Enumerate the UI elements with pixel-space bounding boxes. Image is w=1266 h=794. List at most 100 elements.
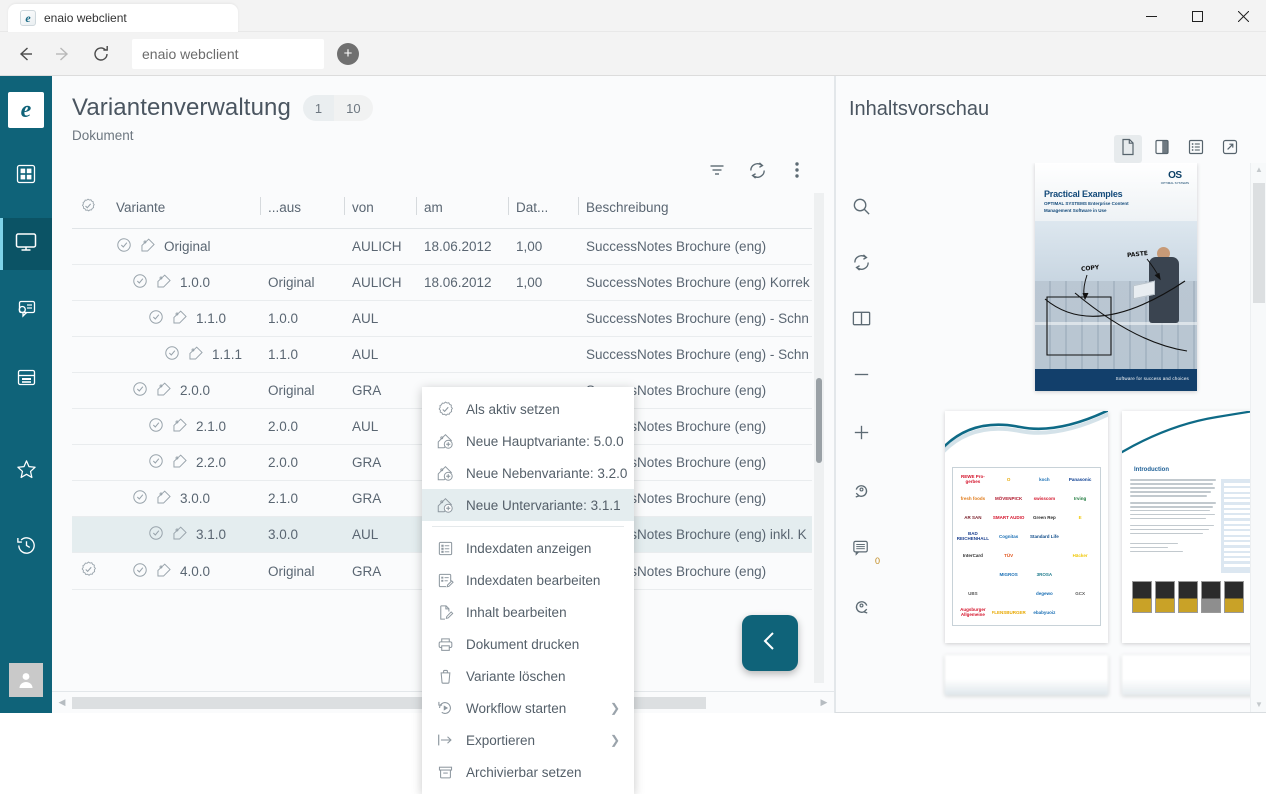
preview-scroll-thumb[interactable]: [1253, 183, 1265, 303]
cell-von[interactable]: AUL: [344, 408, 416, 445]
cell-beschreibung[interactable]: SuccessNotes Brochure (eng): [578, 228, 812, 265]
back-arrow-icon[interactable]: [8, 37, 42, 71]
cell-von[interactable]: AUL: [344, 336, 416, 373]
refresh-icon[interactable]: [744, 157, 770, 183]
cell-aus[interactable]: 1.0.0: [260, 300, 344, 337]
row-check-icon[interactable]: [132, 273, 148, 292]
scroll-right-arrow-icon[interactable]: ▶: [820, 697, 828, 707]
row-check-icon[interactable]: [148, 417, 164, 436]
table-row[interactable]: 1.0.0 Original AULICH 18.06.2012 1,00 Success…: [72, 264, 812, 301]
cell-aus[interactable]: Original: [260, 264, 344, 301]
table-vertical-scrollbar[interactable]: [814, 193, 824, 683]
table-row[interactable]: 1.1.0 1.0.0 AUL SuccessNotes Brochure (eng)…: [72, 300, 812, 337]
cell-von[interactable]: GRA: [344, 444, 416, 481]
row-active-marker[interactable]: [72, 336, 108, 373]
plus-circle-icon[interactable]: +: [337, 42, 359, 65]
th-variante[interactable]: Variante: [108, 189, 260, 229]
forward-arrow-icon[interactable]: [46, 37, 80, 71]
browser-tab[interactable]: e enaio webclient: [8, 4, 238, 32]
split-layout-icon[interactable]: [846, 303, 876, 333]
cell-aus[interactable]: [260, 228, 344, 265]
preview-page-introduction[interactable]: Introduction 1: [1122, 411, 1266, 643]
user-avatar-icon[interactable]: [9, 663, 43, 697]
row-active-marker[interactable]: [72, 516, 108, 553]
cell-von[interactable]: GRA: [344, 372, 416, 409]
table-row[interactable]: 1.1.1 1.1.0 AUL SuccessNotes Brochure (eng)…: [72, 336, 812, 373]
cell-am[interactable]: 18.06.2012: [416, 264, 508, 301]
row-active-marker[interactable]: [72, 264, 108, 301]
minimize-icon[interactable]: [1128, 0, 1174, 32]
th-beschreibung[interactable]: Beschreibung: [578, 189, 812, 229]
tab-open-external[interactable]: [1216, 135, 1244, 163]
cell-variante[interactable]: 3.0.0: [108, 480, 260, 517]
row-active-marker[interactable]: [72, 480, 108, 517]
menu-item-indexdaten-anzeigen[interactable]: Indexdaten anzeigen: [422, 532, 634, 564]
cell-variante[interactable]: 1.0.0: [108, 264, 260, 301]
cell-von[interactable]: AULICH: [344, 228, 416, 265]
cell-von[interactable]: AUL: [344, 300, 416, 337]
preview-page-cover[interactable]: OS OPTIMAL SYSTEMS Practical Examples OP…: [1035, 163, 1197, 391]
row-active-marker[interactable]: [72, 372, 108, 409]
sidebar-item-inquiry[interactable]: [0, 286, 52, 338]
menu-item-workflow-starten[interactable]: Workflow starten ❯: [422, 692, 634, 724]
sidebar-item-dashboard[interactable]: [0, 150, 52, 202]
tab-content-preview[interactable]: [1114, 135, 1142, 163]
preview-page-next-left[interactable]: [945, 655, 1108, 695]
refresh-icon[interactable]: [846, 247, 876, 277]
cell-beschreibung[interactable]: SuccessNotes Brochure (eng) - Schn: [578, 336, 812, 373]
preview-scroll-up-icon[interactable]: ▲: [1255, 165, 1263, 174]
reload-icon[interactable]: [84, 37, 118, 71]
rotate-right-icon[interactable]: [846, 475, 876, 505]
cell-dat[interactable]: [508, 300, 578, 337]
tab-book-view[interactable]: [1148, 135, 1176, 163]
row-active-marker[interactable]: [72, 228, 108, 265]
annotations-note-icon[interactable]: 0: [846, 533, 880, 566]
menu-item-neue-nebenvariante-3-2-0[interactable]: Neue Nebenvariante: 3.2.0: [422, 457, 634, 489]
zoom-in-plus-icon[interactable]: [846, 417, 876, 447]
menu-item-neue-hauptvariante-5-0-0[interactable]: Neue Hauptvariante: 5.0.0: [422, 425, 634, 457]
cell-aus[interactable]: 3.0.0: [260, 516, 344, 553]
table-vertical-scroll-thumb[interactable]: [816, 378, 822, 463]
cell-variante[interactable]: 2.1.0: [108, 408, 260, 445]
cell-variante[interactable]: Original: [108, 228, 260, 265]
cell-beschreibung[interactable]: SuccessNotes Brochure (eng) Korrek: [578, 264, 812, 301]
row-check-icon[interactable]: [132, 489, 148, 508]
cell-von[interactable]: AULICH: [344, 264, 416, 301]
cell-dat[interactable]: [508, 336, 578, 373]
row-active-marker[interactable]: [72, 444, 108, 481]
row-check-icon[interactable]: [132, 562, 148, 581]
row-active-marker[interactable]: [72, 408, 108, 445]
preview-scroll-down-icon[interactable]: ▼: [1255, 700, 1263, 709]
menu-item-exportieren[interactable]: Exportieren ❯: [422, 724, 634, 756]
cell-aus[interactable]: Original: [260, 372, 344, 409]
cell-am[interactable]: [416, 336, 508, 373]
cell-beschreibung[interactable]: SuccessNotes Brochure (eng) - Schn: [578, 300, 812, 337]
cell-von[interactable]: GRA: [344, 480, 416, 517]
sidebar-item-history[interactable]: [0, 522, 52, 574]
cell-variante[interactable]: 2.2.0: [108, 444, 260, 481]
close-icon[interactable]: [1220, 0, 1266, 32]
cell-variante[interactable]: 3.1.0: [108, 516, 260, 553]
search-icon[interactable]: [846, 191, 876, 221]
filter-icon[interactable]: [704, 157, 730, 183]
preview-vertical-scrollbar[interactable]: ▲ ▼: [1250, 163, 1266, 713]
cell-von[interactable]: AUL: [344, 516, 416, 553]
table-row[interactable]: Original AULICH 18.06.2012 1,00 SuccessNotes…: [72, 228, 812, 265]
cell-aus[interactable]: Original: [260, 552, 344, 590]
cell-am[interactable]: [416, 300, 508, 337]
row-check-icon[interactable]: [164, 345, 180, 364]
cell-aus[interactable]: 2.0.0: [260, 408, 344, 445]
th-am[interactable]: am: [416, 189, 508, 229]
cell-variante[interactable]: 4.0.0: [108, 552, 260, 590]
maximize-icon[interactable]: [1174, 0, 1220, 32]
row-check-icon[interactable]: [116, 237, 132, 256]
cell-aus[interactable]: 1.1.0: [260, 336, 344, 373]
menu-item-dokument-drucken[interactable]: Dokument drucken: [422, 628, 634, 660]
row-active-marker[interactable]: [72, 300, 108, 337]
document-preview-area[interactable]: OS OPTIMAL SYSTEMS Practical Examples OP…: [887, 163, 1266, 713]
table-row[interactable]: 2.1.0 2.0.0 AUL SuccessNotes Brochure (eng): [72, 408, 812, 445]
rotate-left-icon[interactable]: [846, 591, 876, 621]
zoom-out-minus-icon[interactable]: [846, 359, 876, 389]
menu-item-neue-untervariante-3-1-1[interactable]: Neue Untervariante: 3.1.1: [422, 489, 634, 521]
